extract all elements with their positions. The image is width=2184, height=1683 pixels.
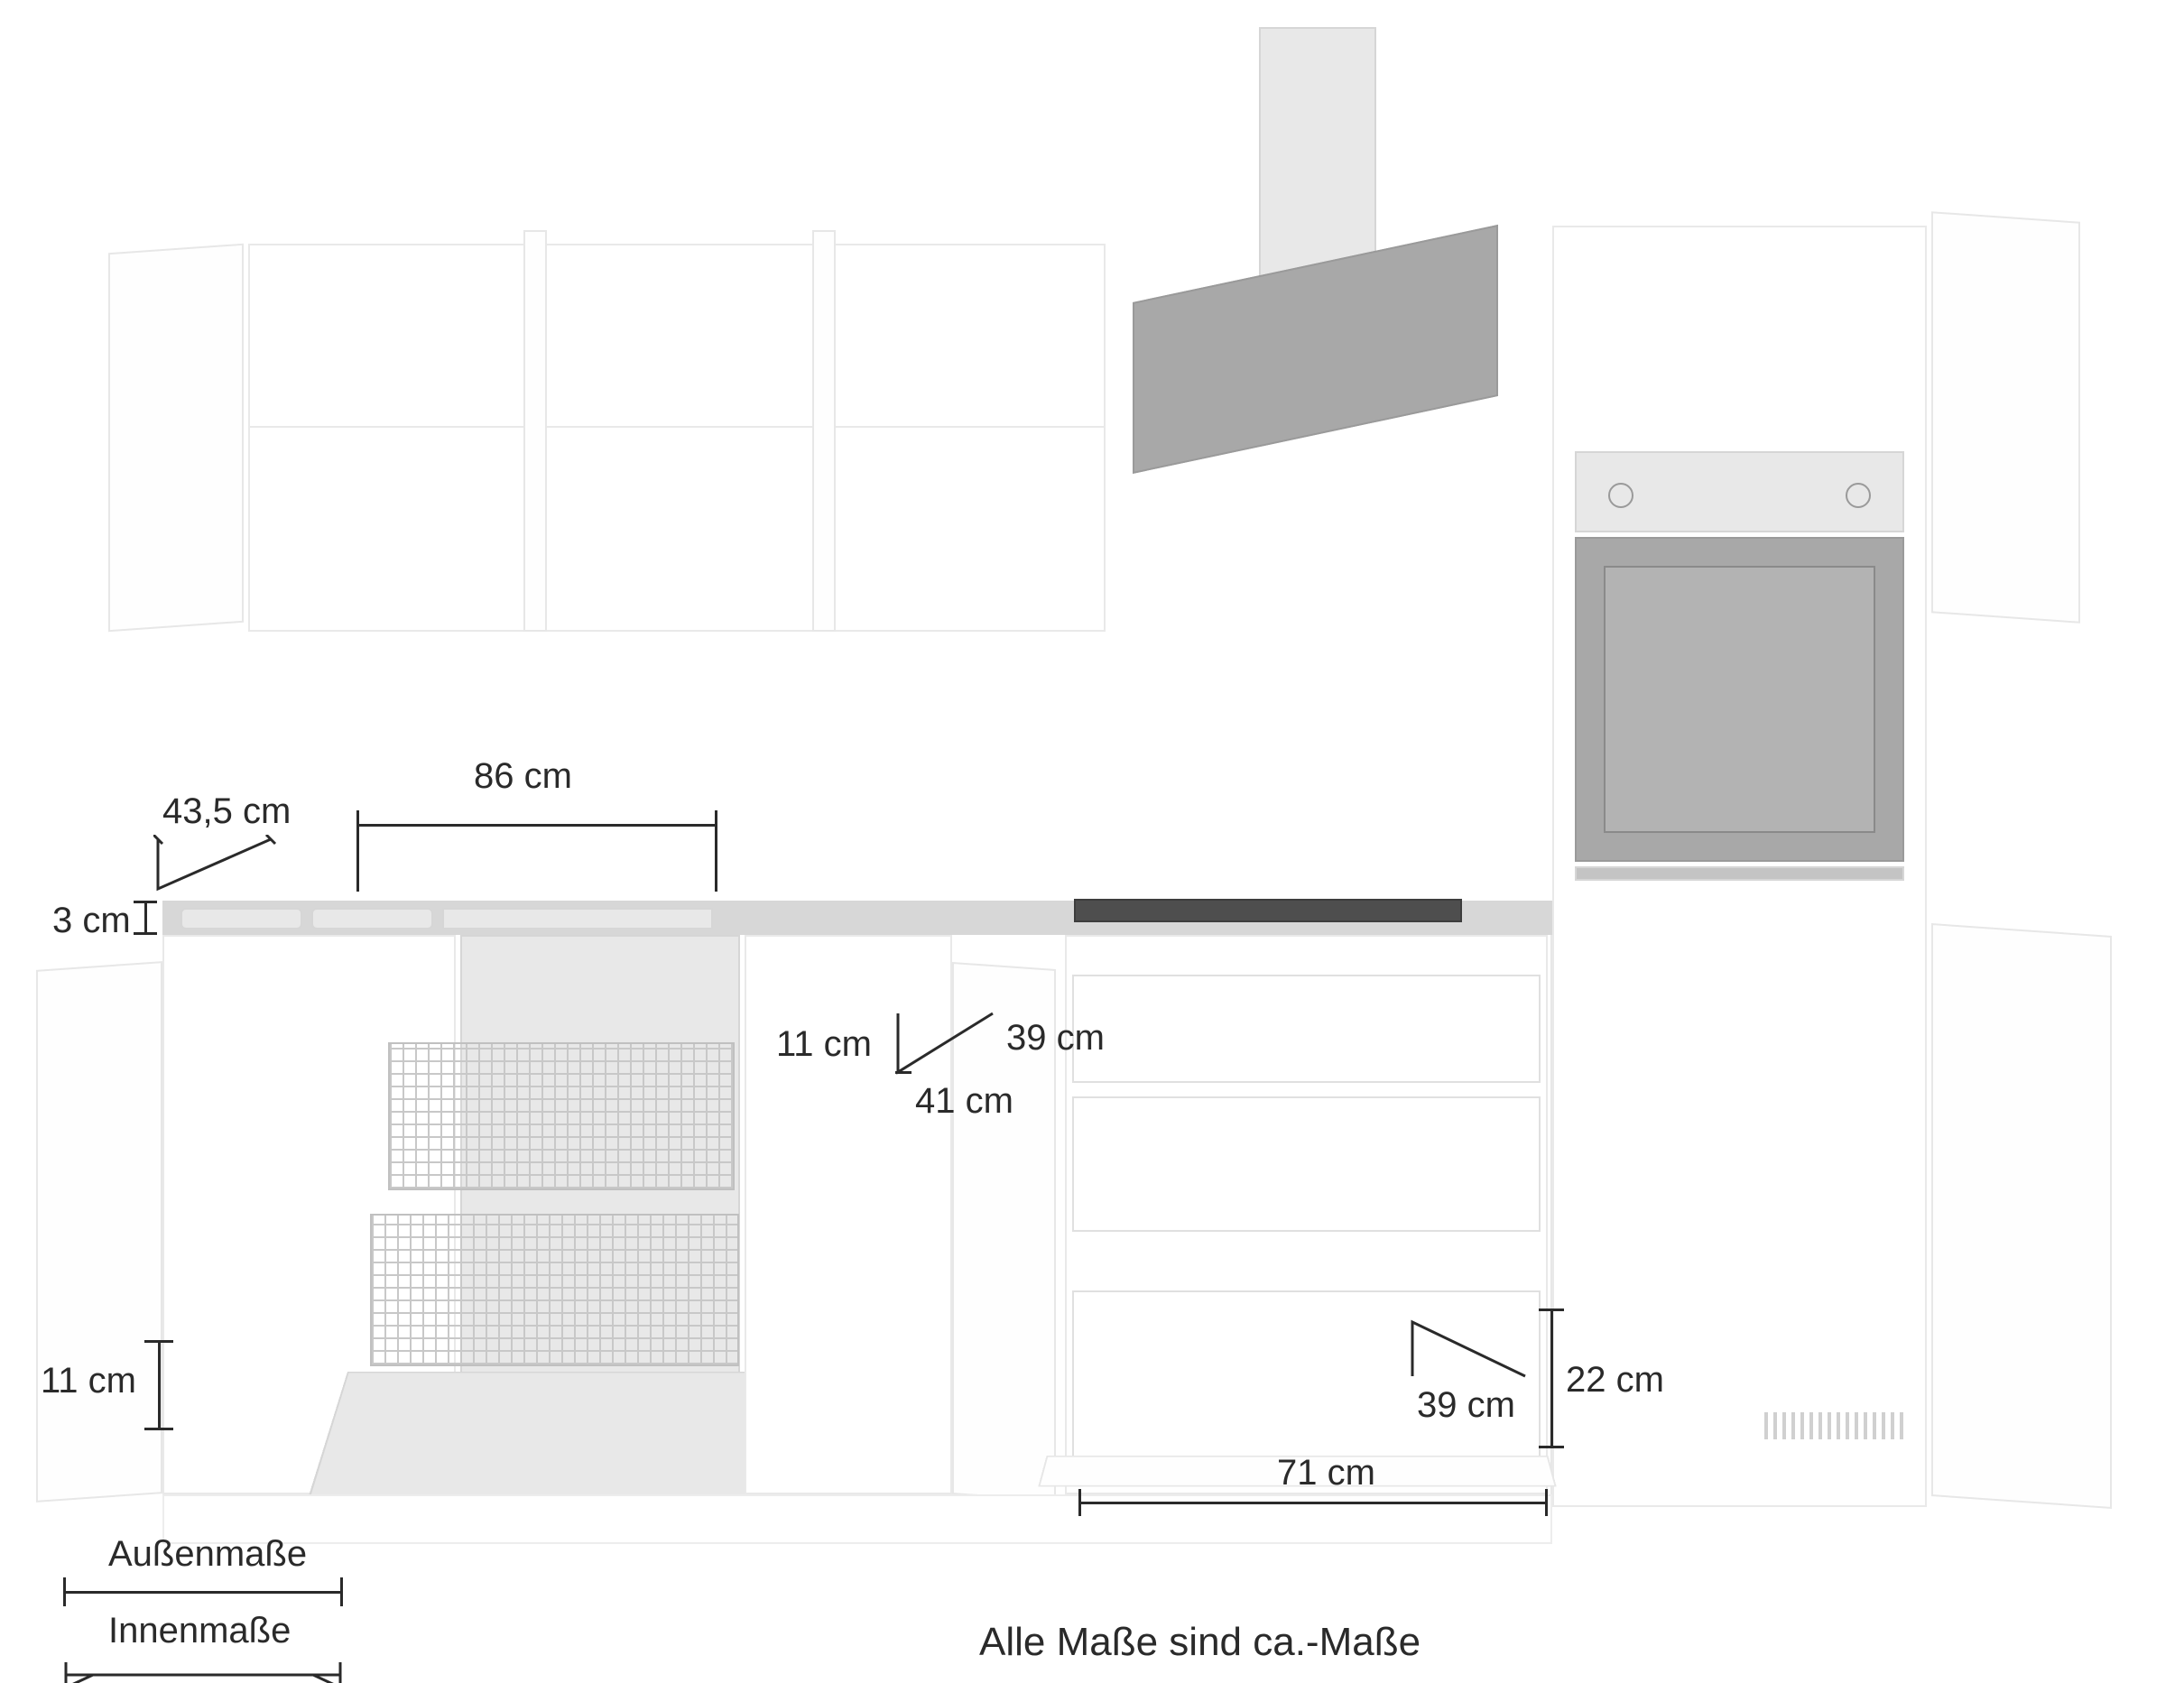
sink-basin-2	[311, 908, 433, 929]
label-sink-depth: 43,5 cm	[162, 791, 291, 832]
legend-outer-t1	[63, 1577, 66, 1606]
upper-cabinet-door-mid	[523, 230, 547, 632]
tall-cabinet-door-bottom-r	[1931, 923, 2112, 1509]
legend-outer-t2	[340, 1577, 343, 1606]
legend-inner-label: Innenmaße	[108, 1611, 291, 1651]
dim-drawer2-outer-t2	[1545, 1489, 1548, 1516]
label-drawer1-inner: 39 cm	[1006, 1018, 1105, 1059]
label-drawer2-outer: 71 cm	[1277, 1453, 1375, 1493]
dim-plinth-t2	[144, 1428, 173, 1430]
dim-sink-width-t2	[715, 810, 717, 892]
dim-sink-depth-line	[153, 835, 280, 902]
oven-panel	[1575, 451, 1904, 532]
upper-cabinet-3	[826, 244, 1106, 632]
oven-glass	[1575, 537, 1904, 862]
drawer-top	[1072, 975, 1541, 1083]
dishwasher-lower-rack	[370, 1214, 739, 1366]
label-countertop-thickness: 3 cm	[52, 901, 131, 941]
sink-drainer	[442, 908, 713, 929]
dim-drawer2-inner-bracket	[1408, 1313, 1534, 1385]
tall-cabinet-vent	[1764, 1412, 1909, 1439]
label-drawer2-height: 22 cm	[1566, 1360, 1664, 1401]
dim-ct-thk-t1	[134, 901, 157, 903]
cooktop	[1074, 899, 1462, 922]
dim-drawer2-h-t1	[1539, 1308, 1564, 1311]
dim-drawer1-bracket	[889, 1009, 1002, 1081]
label-drawer1-height: 11 cm	[776, 1024, 872, 1065]
tall-cabinet-door-top	[1931, 211, 2080, 624]
label-plinth-height: 11 cm	[41, 1361, 136, 1401]
dim-drawer2-h-v	[1550, 1308, 1553, 1448]
label-drawer1-outer: 41 cm	[915, 1081, 1013, 1122]
dim-plinth-v	[158, 1340, 161, 1430]
dim-ct-thk-t2	[134, 932, 157, 935]
dim-drawer2-outer	[1078, 1502, 1548, 1504]
legend-outer-label: Außenmaße	[108, 1534, 307, 1575]
sink-basin-1	[180, 908, 302, 929]
dim-drawer2-h-t2	[1539, 1446, 1564, 1448]
dim-drawer2-outer-t1	[1078, 1489, 1081, 1516]
drawer-mid	[1072, 1096, 1541, 1232]
dim-sink-width-t1	[356, 810, 359, 892]
dim-drawer1-outer	[895, 1071, 912, 1074]
dimension-diagram: 43,5 cm 86 cm 3 cm 11 cm 39 cm 41 cm 11 …	[0, 0, 2184, 1683]
dishwasher-upper-rack	[388, 1042, 735, 1190]
dim-ct-thk-v	[144, 901, 147, 935]
legend-inner-line	[59, 1659, 347, 1683]
upper-cabinet-door-right	[812, 230, 836, 632]
dim-sink-width	[356, 824, 717, 827]
upper-cabinet-1	[248, 244, 528, 632]
footer-text: Alle Maße sind ca.-Maße	[979, 1620, 1421, 1665]
label-drawer2-inner: 39 cm	[1417, 1385, 1515, 1426]
upper-cabinet-2	[537, 244, 817, 632]
legend-outer-line	[63, 1591, 343, 1594]
label-sink-width: 86 cm	[474, 756, 572, 797]
oven-handle	[1575, 866, 1904, 881]
dim-plinth-t1	[144, 1340, 173, 1343]
base-sink-door	[36, 961, 162, 1503]
upper-cabinet-door-left	[108, 244, 244, 632]
